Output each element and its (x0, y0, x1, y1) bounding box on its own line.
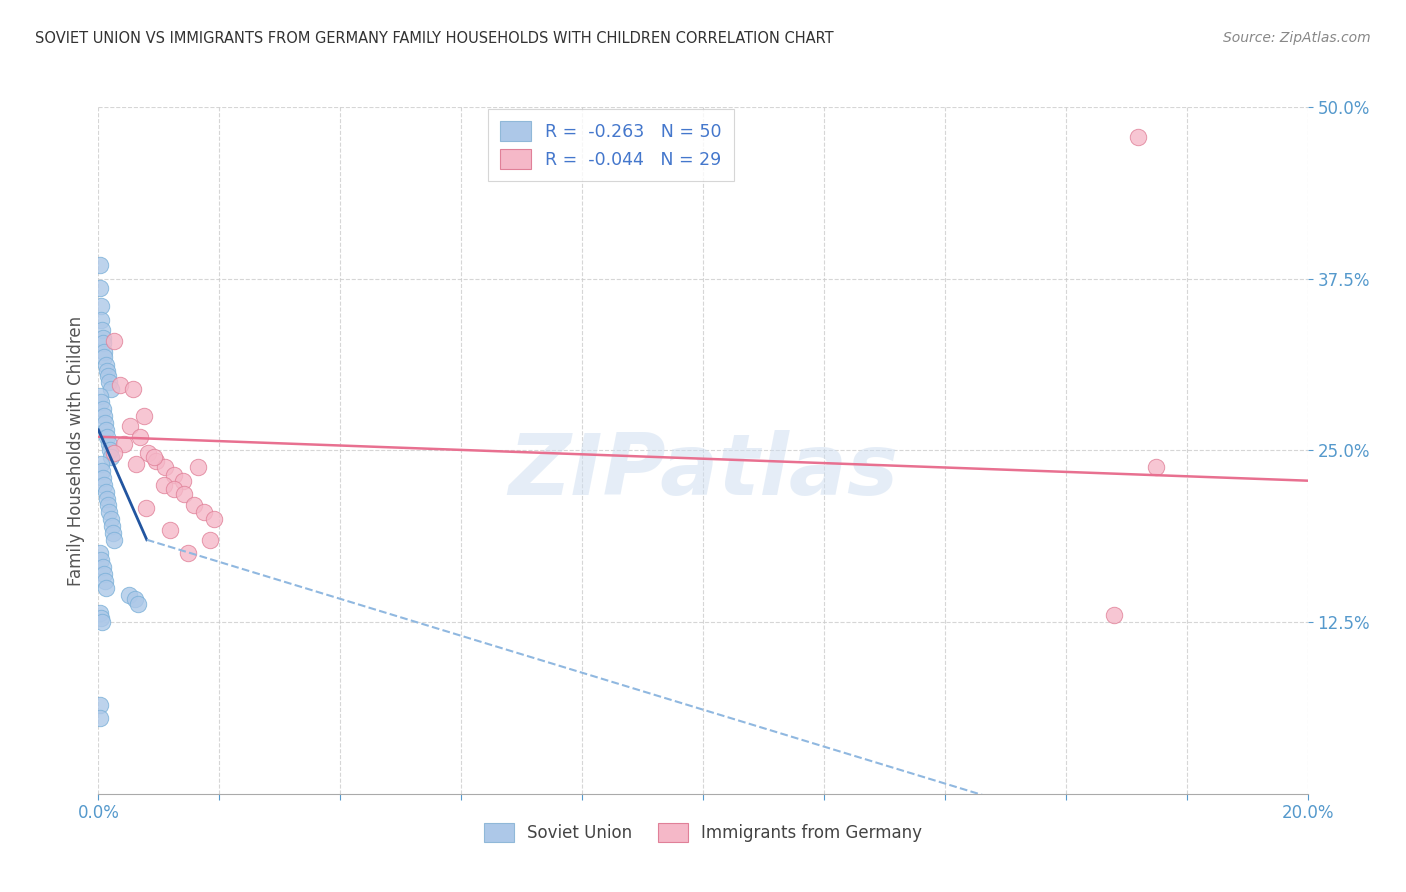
Point (1128, 130, 1150, 145)
Point (93, 567, 115, 582)
Point (96, 364, 118, 378)
Point (145, 454, 167, 468)
Point (93, 409, 115, 423)
Point (101, 525, 124, 540)
Point (135, 501, 157, 516)
Point (89, 258, 111, 272)
Point (1144, 459, 1167, 474)
Text: ZIPatlas: ZIPatlas (508, 430, 898, 513)
Point (100, 512, 122, 526)
Y-axis label: Family Households with Children: Family Households with Children (66, 316, 84, 585)
Point (91, 402, 114, 417)
Point (118, 418, 141, 433)
Point (91, 615, 114, 630)
Point (91, 471, 114, 485)
Point (94, 484, 117, 499)
Point (89, 606, 111, 620)
Point (98, 505, 121, 519)
Text: Source: ZipAtlas.com: Source: ZipAtlas.com (1223, 31, 1371, 45)
Point (187, 459, 209, 474)
Point (89, 388, 111, 402)
Point (89, 546, 111, 561)
Point (143, 450, 166, 465)
Point (1102, 608, 1125, 623)
Point (97, 436, 120, 450)
Point (153, 459, 176, 474)
Point (96, 423, 118, 437)
Point (94, 416, 117, 430)
Point (89, 698, 111, 712)
Point (163, 482, 186, 496)
Point (118, 588, 141, 602)
Point (90, 395, 112, 409)
Point (122, 382, 145, 396)
Point (93, 350, 115, 364)
Point (91, 336, 114, 351)
Point (100, 382, 122, 396)
Point (97, 499, 120, 513)
Point (91, 560, 114, 574)
Point (96, 430, 118, 444)
Point (90, 313, 112, 327)
Point (127, 597, 149, 611)
Point (90, 299, 112, 313)
Point (163, 468, 186, 483)
Point (103, 446, 125, 460)
Point (100, 519, 122, 533)
Point (90, 611, 112, 625)
Point (96, 491, 118, 506)
Point (98, 375, 121, 389)
Point (193, 505, 215, 519)
Point (90, 457, 112, 471)
Point (91, 464, 114, 478)
Point (177, 546, 200, 561)
Point (136, 446, 159, 460)
Point (90, 553, 112, 567)
Point (94, 574, 117, 588)
Legend: Soviet Union, Immigrants from Germany: Soviet Union, Immigrants from Germany (475, 815, 931, 851)
Point (93, 344, 115, 359)
Point (89, 281, 111, 295)
Point (98, 443, 121, 458)
Point (96, 581, 118, 595)
Point (124, 591, 146, 606)
Point (108, 377, 131, 392)
Point (94, 359, 117, 373)
Text: SOVIET UNION VS IMMIGRANTS FROM GERMANY FAMILY HOUSEHOLDS WITH CHILDREN CORRELAT: SOVIET UNION VS IMMIGRANTS FROM GERMANY … (35, 31, 834, 46)
Point (152, 478, 174, 492)
Point (200, 533, 222, 547)
Point (132, 409, 155, 423)
Point (172, 474, 194, 488)
Point (93, 478, 115, 492)
Point (103, 334, 125, 348)
Point (89, 711, 111, 725)
Point (128, 430, 150, 444)
Point (173, 487, 195, 501)
Point (91, 322, 114, 336)
Point (103, 533, 125, 547)
Point (159, 523, 181, 537)
Point (112, 436, 135, 450)
Point (204, 512, 226, 526)
Point (100, 450, 122, 465)
Point (97, 369, 120, 384)
Point (183, 499, 205, 513)
Point (91, 331, 114, 345)
Point (125, 457, 148, 471)
